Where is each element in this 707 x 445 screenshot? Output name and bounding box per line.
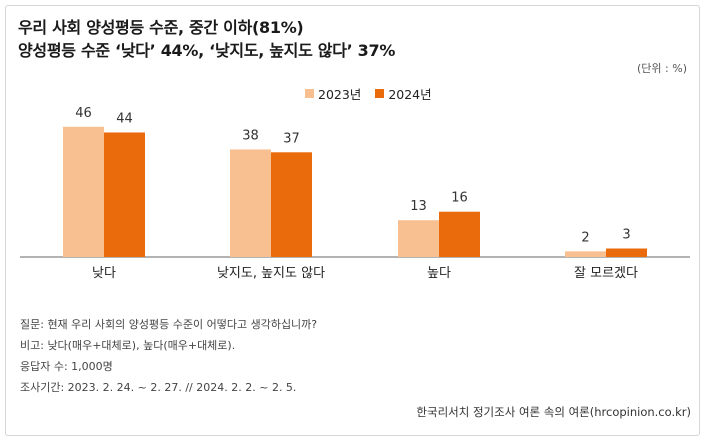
- bar-2024-2: [439, 211, 480, 257]
- data-label-2024-1: 37: [283, 131, 300, 146]
- unit-label: (단위 : %): [637, 62, 687, 75]
- bar-2024-3: [606, 248, 647, 257]
- data-label-2023-3: 2: [581, 230, 589, 245]
- bar-2023-2: [398, 220, 439, 257]
- data-label-2024-2: 16: [451, 191, 468, 206]
- bar-2024-0: [104, 132, 145, 257]
- legend-label-2023: 2023년: [318, 87, 362, 102]
- chart-frame: [5, 5, 700, 436]
- bar-2024-1: [271, 152, 312, 257]
- data-label-2024-3: 3: [622, 228, 630, 243]
- data-label-2023-2: 13: [410, 199, 427, 214]
- category-label-3: 잘 모르겠다: [574, 266, 638, 281]
- data-label-2024-0: 44: [116, 111, 133, 126]
- survey-remark: 비고: 낮다(매우+대체로), 높다(매우+대체로).: [20, 339, 236, 352]
- legend-item-2023: 2023년: [305, 84, 361, 103]
- legend-label-2024: 2024년: [388, 87, 432, 102]
- survey-respondents: 응답자 수: 1,000명: [20, 360, 113, 373]
- source-credit: 한국리서치 정기조사 여론 속의 여론(hrcopinion.co.kr): [416, 405, 691, 419]
- survey-question: 질문: 현재 우리 사회의 양성평등 수준이 어떻다고 생각하십니까?: [20, 318, 318, 331]
- bar-2023-1: [230, 149, 271, 257]
- notes-block: 질문: 현재 우리 사회의 양성평등 수준이 어떻다고 생각하십니까? 비고: …: [20, 314, 317, 398]
- data-label-2023-1: 38: [242, 128, 259, 143]
- legend-item-2024: 2024년: [375, 84, 432, 103]
- bar-2023-0: [63, 126, 104, 257]
- bar-2023-3: [565, 251, 606, 257]
- legend-swatch-2024: [375, 89, 385, 98]
- category-label-2: 높다: [427, 266, 451, 281]
- category-label-1: 낮지도, 높지도 않다: [217, 266, 325, 281]
- legend-swatch-2023: [305, 89, 314, 98]
- survey-period: 조사기간: 2023. 2. 24. ~ 2. 27. // 2024. 2. …: [20, 381, 297, 394]
- chart-subtitle: 양성평등 수준 ‘낮다’ 44%, ‘낮지도, 높지도 않다’ 37%: [18, 41, 396, 60]
- category-label-0: 낮다: [92, 266, 116, 281]
- legend: 2023년 2024년: [305, 84, 432, 103]
- chart-title: 우리 사회 양성평등 수준, 중간 이하(81%): [18, 18, 304, 37]
- data-label-2023-0: 46: [75, 106, 92, 121]
